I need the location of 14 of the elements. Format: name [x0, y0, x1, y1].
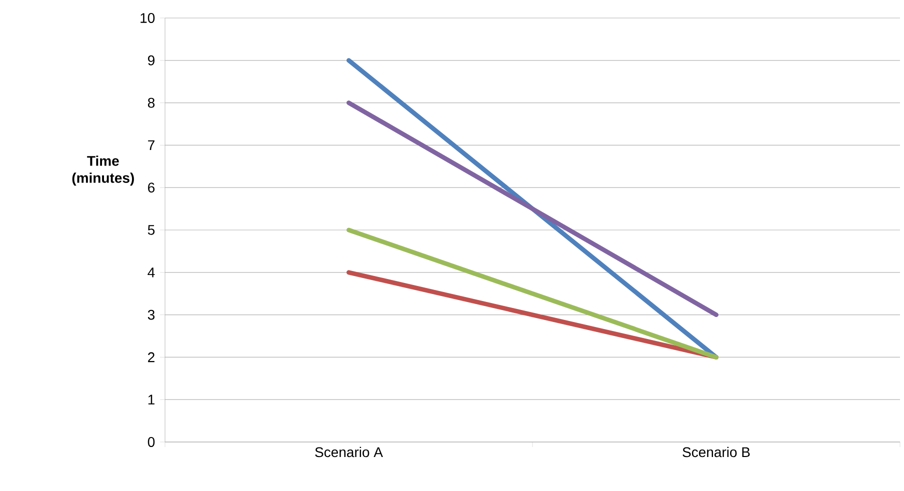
x-tick-label: Scenario B [682, 446, 750, 458]
y-tick-label: 5 [148, 225, 155, 235]
y-tick-label: 3 [148, 310, 155, 320]
y-tick-label: 7 [148, 140, 154, 150]
y-axis-title: Time (minutes) [72, 156, 134, 186]
y-tick-label: 9 [148, 55, 154, 66]
y-tick-label: 1 [148, 394, 154, 404]
y-tick-label: 8 [148, 98, 155, 108]
y-tick-label: 6 [148, 182, 155, 193]
y-tick-label: 2 [148, 352, 154, 362]
y-tick-label: 10 [140, 13, 155, 23]
y-tick-label: 0 [148, 437, 155, 447]
y-tick-label: 4 [148, 268, 155, 278]
x-tick-label: Scenario A [315, 446, 383, 458]
